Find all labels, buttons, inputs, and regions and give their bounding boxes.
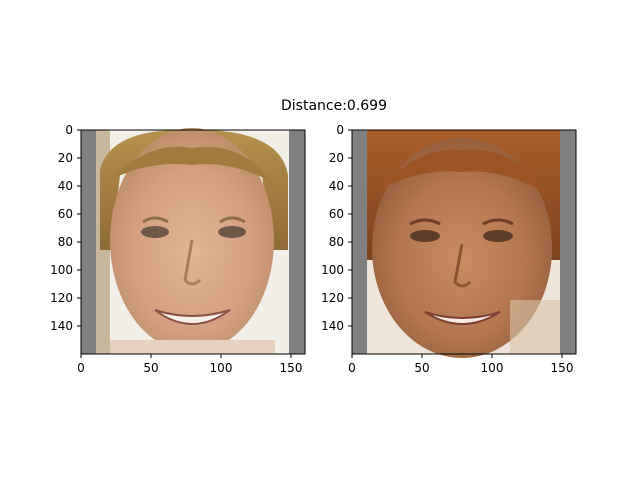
left-x-tick-label: 100 <box>210 361 233 375</box>
right-x-tick-label: 0 <box>348 361 356 375</box>
right-y-tick-label: 40 <box>329 179 344 193</box>
left-axes: 0 50 100 150 0 20 40 60 80 100 120 140 <box>50 123 306 375</box>
left-image-panel <box>81 128 305 354</box>
left-x-tick-label: 0 <box>77 361 85 375</box>
right-y-tick-label: 60 <box>329 207 344 221</box>
right-x-tick-label: 50 <box>414 361 429 375</box>
figure-title: Distance:0.699 <box>281 98 387 114</box>
left-face-photo <box>96 128 289 354</box>
right-y-tick-label: 120 <box>321 291 344 305</box>
right-image-panel <box>352 130 576 358</box>
right-axes: 0 50 100 150 0 20 40 60 80 100 120 140 <box>321 123 577 375</box>
right-y-tick-label: 100 <box>321 263 344 277</box>
left-y-tick-label: 60 <box>58 207 73 221</box>
left-y-tick-label: 20 <box>58 151 73 165</box>
right-y-tick-label: 80 <box>329 235 344 249</box>
left-y-tick-label: 80 <box>58 235 73 249</box>
right-y-tick-label: 0 <box>336 123 344 137</box>
left-y-tick-label: 40 <box>58 179 73 193</box>
right-face-photo <box>367 130 560 358</box>
left-x-tick-label: 150 <box>280 361 303 375</box>
left-x-tick-label: 50 <box>143 361 158 375</box>
left-y-tick-label: 140 <box>50 319 73 333</box>
left-y-tick-label: 100 <box>50 263 73 277</box>
right-x-tick-label: 100 <box>481 361 504 375</box>
left-y-tick-label: 120 <box>50 291 73 305</box>
right-x-tick-label: 150 <box>551 361 574 375</box>
right-y-tick-label: 20 <box>329 151 344 165</box>
right-y-tick-label: 140 <box>321 319 344 333</box>
left-y-tick-label: 0 <box>65 123 73 137</box>
